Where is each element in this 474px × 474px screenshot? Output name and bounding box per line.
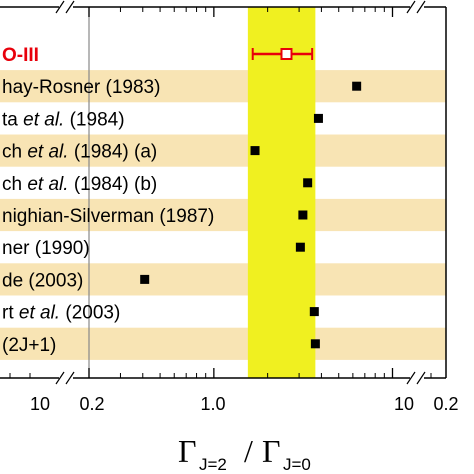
xlabel-gamma: Γ <box>262 433 281 469</box>
data-point <box>298 210 308 220</box>
axis-break-gap <box>59 2 73 12</box>
row-band <box>0 70 446 103</box>
axis-break-gap <box>410 2 424 12</box>
row-label: ner (1990) <box>2 238 90 259</box>
row-bands <box>0 70 446 360</box>
axis-break-mark <box>406 371 416 385</box>
xlabel-slash: / <box>244 433 253 469</box>
data-point <box>250 146 260 156</box>
row-label: ch et al. (1984) (a) <box>2 142 157 163</box>
axis-break-gap <box>59 373 73 383</box>
xlabel-sub-num: J=2 <box>199 455 227 474</box>
plot-frame <box>0 0 447 385</box>
xlabel-sub-den: J=0 <box>283 455 311 474</box>
axis-break-mark <box>55 371 65 385</box>
measurement-point <box>251 48 314 60</box>
tick-label: 1.0 <box>200 394 225 414</box>
axis-break-mark <box>55 0 65 14</box>
tick-label: 0.2 <box>79 394 104 414</box>
data-point <box>309 307 319 317</box>
x-ticks: 10 0.2 1.0 10 0.2 <box>9 7 459 414</box>
axis-break-mark <box>416 0 426 14</box>
tick-label: 10 <box>394 394 414 414</box>
xlabel-gamma: Γ <box>178 433 197 469</box>
row-band <box>0 263 446 296</box>
row-label: de (2003) <box>2 270 83 291</box>
measurement-label: O-III <box>2 45 39 66</box>
measurement-band <box>247 7 316 378</box>
axis-break-gap <box>410 373 424 383</box>
row-label: nighian-Silverman (1987) <box>2 206 214 227</box>
row-label: ta et al. (1984) <box>2 109 125 130</box>
axis-break-mark <box>406 0 416 14</box>
row-label: rt et al. (2003) <box>2 303 120 324</box>
axis-break-mark <box>65 0 75 14</box>
x-axis-label: Γ J=2/Γ J=0 <box>178 433 311 474</box>
tick-label: 0.2 <box>433 394 458 414</box>
tick-label: 10 <box>30 394 50 414</box>
row-band <box>0 198 446 232</box>
data-point <box>303 178 313 188</box>
data-point <box>310 339 320 349</box>
row-label: (2J+1) <box>2 335 56 356</box>
row-labels: O-III hay-Rosner (1983) ta et al. (1984) ch… <box>2 45 214 356</box>
measurement-marker <box>280 48 293 60</box>
row-band <box>0 327 446 360</box>
axis-break-mark <box>65 371 75 385</box>
data-point <box>352 81 362 91</box>
data-point <box>313 113 323 123</box>
row-band <box>0 134 446 167</box>
axis-break-mark <box>416 371 426 385</box>
row-label: ch et al. (1984) (b) <box>2 174 157 195</box>
data-points <box>140 81 362 349</box>
data-point <box>295 242 305 252</box>
row-label: hay-Rosner (1983) <box>2 77 160 98</box>
data-point <box>140 274 150 284</box>
